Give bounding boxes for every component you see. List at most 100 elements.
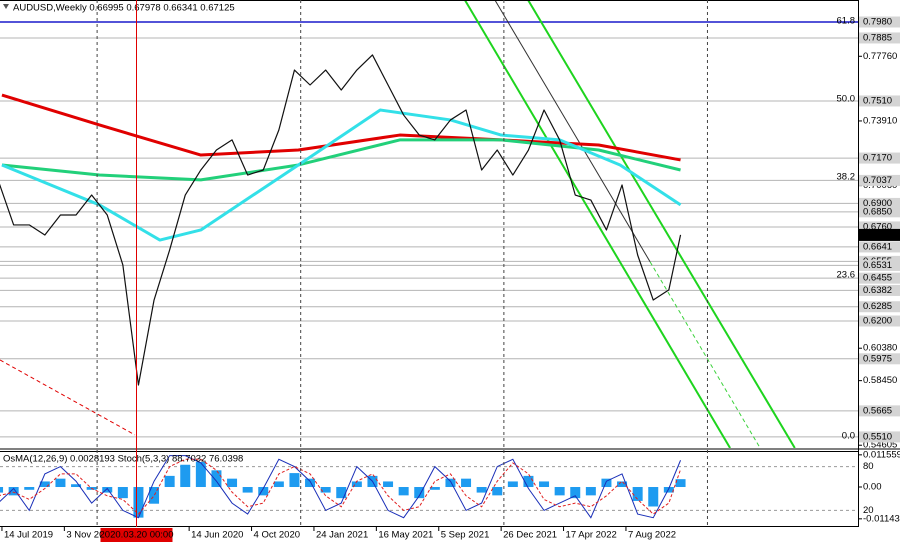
stochastic-line: [0, 458, 682, 515]
level-label-box: [859, 272, 900, 284]
level-label: 0.6641: [863, 241, 892, 252]
level-label: 0.6285: [863, 301, 892, 312]
osma-bar: [632, 487, 643, 501]
trend-line: [494, 0, 651, 263]
osma-bar: [383, 481, 394, 488]
osma-bar: [601, 478, 612, 488]
osma-bar: [648, 487, 659, 507]
y-tick-label: 0.54605: [863, 440, 897, 451]
osma-bar: [289, 473, 300, 488]
x-tick-label: 26 Dec 2021: [503, 530, 557, 541]
fib-label: 50.0: [837, 93, 856, 104]
moving-average: [1, 93, 681, 162]
level-label-box: [859, 197, 900, 209]
osma-bar: [180, 464, 191, 488]
osma-bar: [351, 481, 362, 488]
price-line: [0, 54, 682, 386]
osma-bar: [617, 481, 628, 488]
osma-bar: [539, 481, 550, 488]
osma-bar: [523, 475, 534, 488]
level-label: 0.5510: [863, 431, 892, 442]
oscillator-title: OsMA(12,26,9) 0.0028193 Stoch(5,3,3) 88.…: [3, 454, 243, 465]
oscillator-panel: [0, 455, 858, 519]
osma-bar: [117, 487, 128, 499]
y-tick-label: 0.73910: [863, 115, 897, 126]
osma-bar: [461, 478, 472, 488]
level-label: 0.5665: [863, 405, 892, 416]
level-label: 0.6850: [863, 206, 892, 217]
last-price-box: [859, 228, 900, 241]
x-tick-label: 17 Apr 2022: [566, 530, 617, 541]
symbol-icon: [3, 4, 9, 9]
osma-bar: [305, 478, 316, 488]
level-label-box: [859, 221, 900, 233]
osma-bar: [492, 487, 503, 496]
osma-bar: [8, 487, 19, 496]
level-label: 0.6760: [863, 221, 892, 232]
fib-label: 23.6: [837, 270, 856, 281]
osma-bar: [429, 487, 440, 490]
chart-title: AUDUSD,Weekly 0.66995 0.67978 0.66341 0.…: [13, 3, 235, 14]
x-tick-label: 5 Sep 2021: [441, 530, 490, 541]
crosshair-label-box: [100, 528, 173, 542]
osma-bar: [320, 487, 331, 493]
level-label: 0.7980: [863, 17, 892, 28]
osma-bar: [414, 487, 425, 499]
level-label-box: [859, 152, 900, 164]
osma-bar: [507, 481, 518, 488]
osma-bar: [24, 487, 35, 490]
osma-bar: [39, 481, 50, 488]
y-tick-label: 0.0115593: [863, 449, 900, 460]
osma-bar: [273, 481, 284, 488]
y-tick-label: 0.00: [863, 482, 882, 493]
level-label-box: [859, 259, 900, 271]
osma-bar: [102, 487, 113, 493]
level-label-box: [859, 32, 900, 44]
osma-bar: [242, 487, 253, 493]
trend-line: [649, 261, 761, 448]
x-tick-label: 24 Jan 2021: [316, 530, 368, 541]
level-label-box: [859, 431, 900, 443]
osma-bar: [0, 487, 4, 493]
level-label: 0.6900: [863, 198, 892, 209]
osma-bar: [445, 478, 456, 488]
moving-average: [1, 108, 682, 242]
osma-bar: [195, 461, 206, 488]
last-price-label: 0.67125: [862, 229, 896, 240]
x-tick-label: 14 Jul 2019: [4, 530, 53, 541]
fib-label: 0.0: [842, 430, 855, 441]
level-label: 0.7885: [863, 32, 892, 43]
level-label: 0.6455: [863, 273, 892, 284]
level-label: 0.7037: [863, 175, 892, 186]
level-label-box: [859, 301, 900, 313]
level-label-box: [859, 353, 900, 365]
level-label: 0.6382: [863, 285, 892, 296]
y-tick-label: -0.011432: [863, 513, 900, 524]
osma-bar: [398, 487, 409, 496]
osma-bar: [663, 487, 674, 493]
x-tick-label: 3 Nov 2019: [66, 530, 115, 541]
level-label-box: [859, 405, 900, 417]
osma-bar: [476, 487, 487, 493]
fib-label: 38.2: [837, 172, 856, 183]
osma-bar: [585, 487, 596, 496]
osma-bar: [55, 478, 66, 488]
level-label: 0.7170: [863, 153, 892, 164]
osma-bar: [227, 478, 238, 488]
level-label-box: [859, 315, 900, 327]
level-label: 0.6200: [863, 316, 892, 327]
trend-line: [527, 0, 796, 448]
y-tick-label: 0.60380: [863, 343, 897, 354]
y2-tick-label: 20: [863, 505, 874, 516]
osma-bar: [211, 470, 222, 488]
osma-bar: [336, 487, 347, 499]
osma-bar: [133, 487, 144, 518]
osma-bar: [149, 487, 160, 504]
y-tick-label: 0.77760: [863, 51, 897, 62]
level-label-box: [859, 16, 900, 28]
osma-bar: [258, 487, 269, 496]
fib-label: 61.8: [837, 16, 856, 27]
level-label-box: [859, 174, 900, 186]
